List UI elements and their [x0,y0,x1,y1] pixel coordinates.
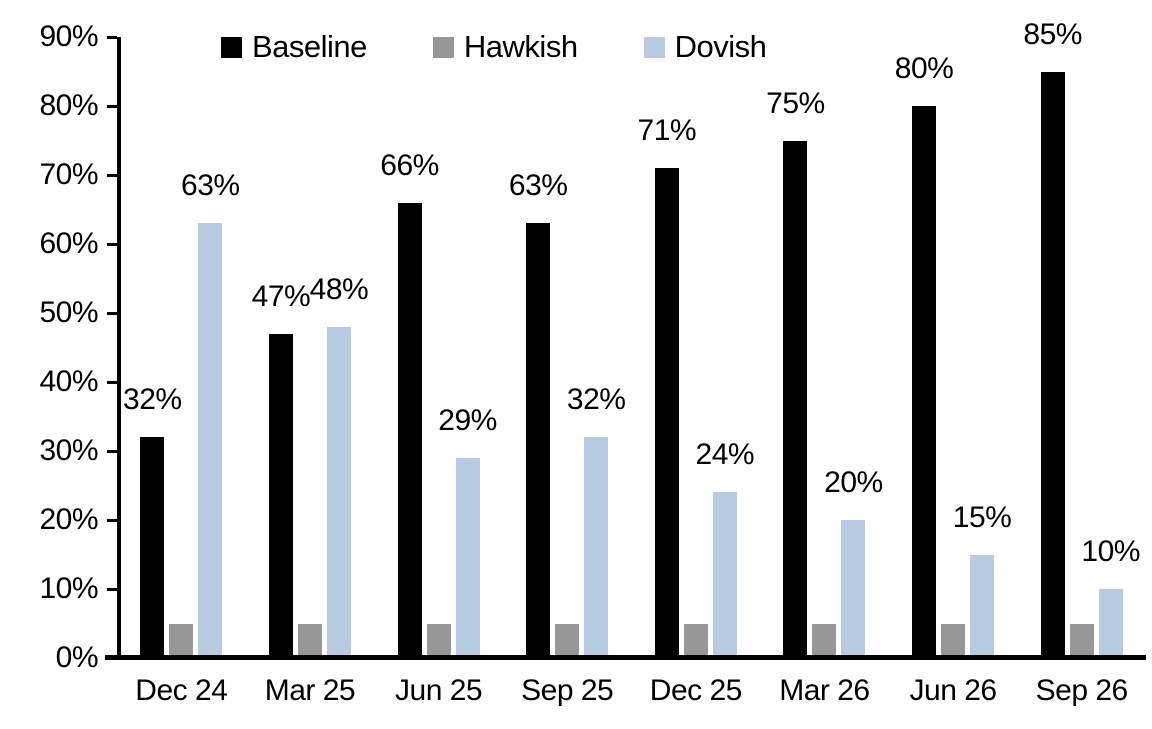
y-tick-0 [107,656,117,660]
bar-baseline-dec-24 [140,437,165,658]
x-axis-line [105,655,1146,660]
bar-baseline-mar-25 [268,333,293,658]
x-axis-label-dec-25: Dec 25 [649,674,743,707]
y-tick-80 [107,104,117,108]
value-label-dovish-mar-25: 48% [309,272,369,306]
bar-dovish-dec-24 [198,223,223,658]
legend-label-hawkish: Hawkish [463,29,578,64]
bar-baseline-sep-25 [526,223,551,658]
value-label-dovish-dec-24: 63% [181,169,240,203]
value-label-dovish-dec-25: 24% [695,438,755,472]
bar-hawkish-jun-25 [426,623,451,658]
bar-hawkish-dec-25 [683,623,708,658]
value-label-baseline-mar-25: 47% [251,279,311,313]
y-tick-40 [107,380,117,384]
bar-baseline-jun-26 [912,106,937,658]
bar-dovish-mar-25 [326,326,351,658]
value-label-baseline-jun-25: 66% [380,148,439,182]
legend-label-dovish: Dovish [674,29,767,64]
y-axis-label-70: 70% [39,158,98,191]
y-axis-label-10: 10% [39,572,98,605]
bar-dovish-dec-25 [712,492,737,658]
legend-item-dovish: Dovish [643,29,767,64]
bar-dovish-mar-26 [841,520,866,658]
y-tick-50 [107,311,117,315]
legend-swatch-hawkish-icon [432,36,454,58]
y-axis-label-20: 20% [39,503,98,536]
y-axis-label-60: 60% [39,227,98,260]
y-tick-60 [107,242,117,246]
y-tick-90 [107,35,117,39]
bar-hawkish-sep-25 [555,623,580,658]
value-label-dovish-jun-25: 29% [438,403,497,437]
value-label-dovish-jun-26: 15% [952,500,1012,534]
value-label-baseline-dec-25: 71% [637,114,697,148]
plot-area: 32% 63% 47% 48% 66% 29% 63% 32% 71% 24% 75% 20% 80% 1… [117,19,1146,658]
legend-item-baseline: Baseline [221,31,367,63]
value-label-baseline-jun-26: 80% [894,52,954,85]
bar-baseline-dec-25 [654,168,679,658]
bar-baseline-sep-26 [1040,71,1065,658]
value-label-baseline-sep-25: 63% [508,169,568,203]
y-axis-label-0: 0% [55,641,99,674]
value-label-dovish-mar-26: 20% [824,466,883,499]
x-axis-label-mar-25: Mar 25 [264,674,356,707]
y-axis-label-40: 40% [39,365,98,398]
value-label-dovish-sep-25: 32% [566,383,626,417]
bar-hawkish-sep-26 [1069,623,1094,658]
y-tick-20 [107,518,117,522]
legend-swatch-dovish-icon [643,36,665,58]
y-tick-30 [107,449,117,453]
value-label-dovish-sep-26: 10% [1081,535,1140,568]
bar-hawkish-mar-26 [812,623,837,658]
bar-dovish-jun-25 [455,457,480,658]
x-axis-label-jun-26: Jun 26 [909,674,998,707]
bar-dovish-jun-26 [970,554,995,658]
value-label-baseline-dec-24: 32% [123,383,182,417]
bar-hawkish-jun-26 [941,623,966,658]
x-axis-label-jun-25: Jun 25 [395,674,483,707]
legend: Baseline Hawkish Dovish [221,29,767,64]
y-tick-70 [107,173,117,177]
y-axis-label-30: 30% [39,434,98,467]
bar-baseline-jun-25 [397,202,422,658]
bar-dovish-sep-25 [584,437,609,658]
y-axis-label-80: 80% [39,89,98,122]
y-axis-label-90: 90% [39,20,98,53]
x-axis-label-sep-25: Sep 25 [521,674,614,707]
x-axis-label-sep-26: Sep 26 [1035,674,1129,707]
x-axis-label-dec-24: Dec 24 [135,674,228,707]
legend-swatch-baseline-icon [221,36,242,58]
bar-hawkish-dec-24 [169,623,194,658]
value-label-baseline-sep-26: 85% [1023,17,1082,51]
bar-hawkish-mar-25 [297,623,322,658]
y-axis-label-50: 50% [39,296,98,329]
legend-item-hawkish: Hawkish [432,29,578,64]
y-tick-10 [107,587,117,591]
legend-label-baseline: Baseline [252,29,367,64]
x-axis-label-mar-26: Mar 26 [779,674,870,707]
value-label-baseline-mar-26: 75% [766,86,825,120]
y-axis-line [117,37,121,660]
bar-baseline-mar-26 [783,140,808,658]
bar-dovish-sep-26 [1098,589,1123,658]
